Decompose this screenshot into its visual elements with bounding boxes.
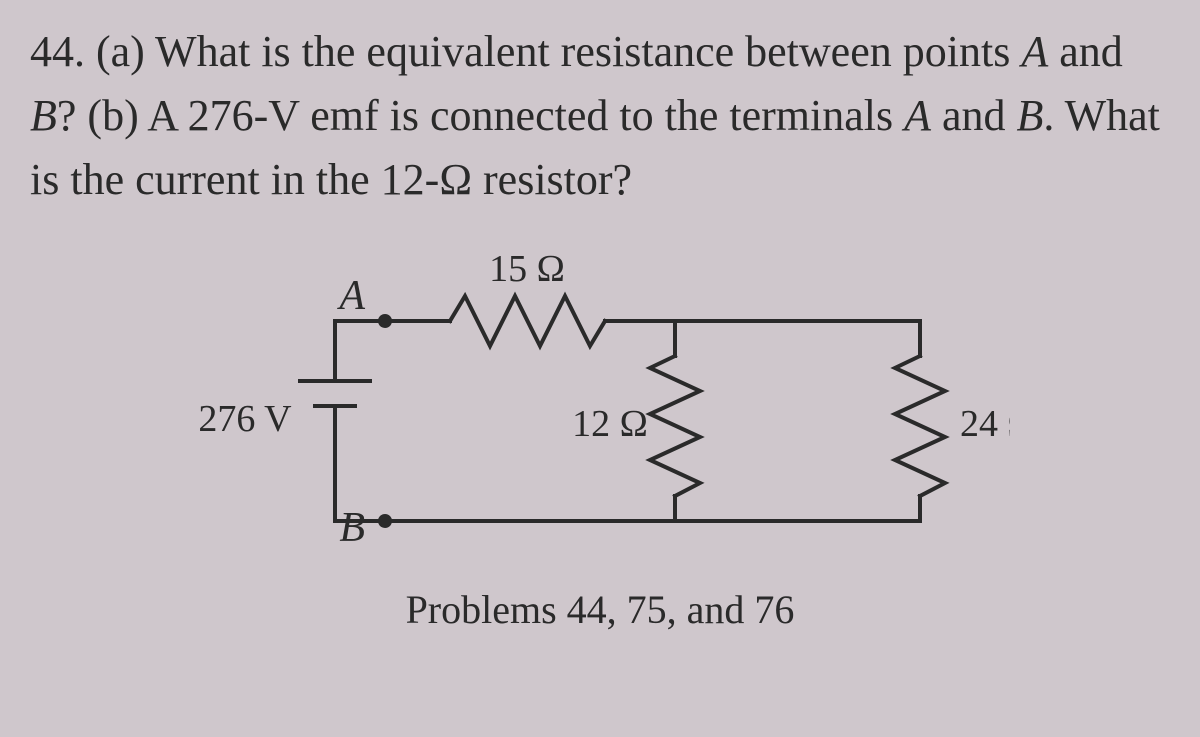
- r1-label: 15 Ω: [489, 248, 565, 290]
- point-a: A: [904, 91, 931, 140]
- point-b: B: [1017, 91, 1044, 140]
- problem-text: 44. (a) What is the equivalent resistanc…: [30, 20, 1170, 211]
- circuit-diagram: A B 276 V 15 Ω 12 Ω 24 Ω Problems 44, 75…: [150, 231, 1050, 633]
- terminal-a-label: A: [336, 273, 365, 319]
- problem-segment: and: [931, 91, 1017, 140]
- terminal-a-dot: [378, 314, 392, 328]
- r3-label: 24 Ω: [960, 403, 1010, 445]
- emf-label: 276 V: [198, 398, 292, 440]
- point-a: A: [1021, 27, 1048, 76]
- r2-label: 12 Ω: [572, 403, 648, 445]
- terminal-b-dot: [378, 514, 392, 528]
- problem-segment: ? (b) A 276-V emf is connected to the te…: [57, 91, 904, 140]
- point-b: B: [30, 91, 57, 140]
- problem-number: 44.: [30, 27, 85, 76]
- problem-segment: and: [1059, 27, 1123, 76]
- terminal-b-label: B: [339, 505, 365, 551]
- problem-segment: (a) What is the equivalent resistance be…: [96, 27, 1021, 76]
- figure-caption: Problems 44, 75, and 76: [150, 586, 1050, 633]
